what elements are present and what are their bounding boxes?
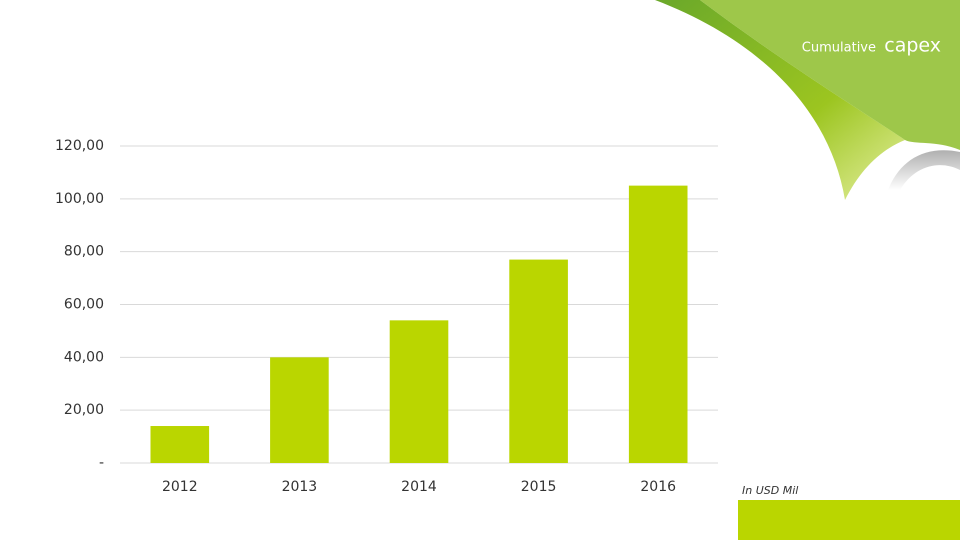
bar <box>628 185 688 463</box>
y-tick-label: 100,00 <box>55 191 104 207</box>
x-tick-label: 2013 <box>282 479 318 495</box>
plot: - 20,00 40,00 60,00 80,00 100,00 120,00 2012 201… <box>55 138 718 495</box>
footer-bar <box>738 500 960 540</box>
y-tick-label: - <box>99 455 104 471</box>
x-tick-label: 2016 <box>640 479 676 495</box>
y-tick-label: 40,00 <box>64 349 104 365</box>
x-tick-label: 2014 <box>401 479 437 495</box>
unit-note: In USD Mil <box>742 484 798 497</box>
curl-shadow <box>888 150 960 190</box>
bar <box>509 259 568 463</box>
y-tick-label: 20,00 <box>64 402 104 418</box>
x-tick-label: 2015 <box>521 479 557 495</box>
bar <box>270 357 329 463</box>
x-tick-label: 2012 <box>162 479 198 495</box>
y-tick-label: 80,00 <box>64 244 104 260</box>
bar <box>389 320 449 463</box>
page-curl-back <box>700 0 960 150</box>
page-curl <box>655 0 905 200</box>
y-tick-label: 60,00 <box>64 297 104 313</box>
bar <box>150 426 210 463</box>
title: Cumulative <box>802 41 876 56</box>
y-tick-label: 120,00 <box>55 138 104 154</box>
title-emphasis: capex <box>884 35 941 57</box>
